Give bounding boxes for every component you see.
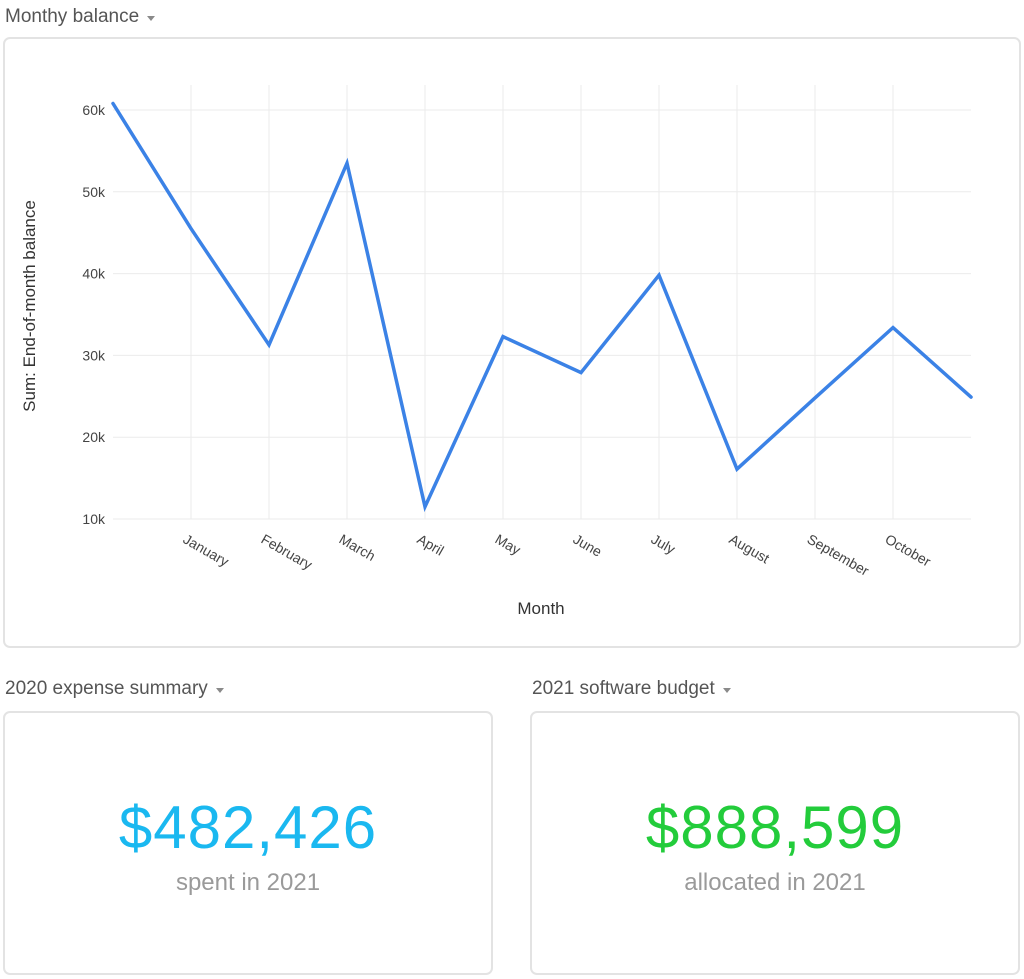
- y-tick-label: 40k: [82, 266, 106, 282]
- chart-widget-title[interactable]: Monthy balance: [5, 6, 156, 28]
- x-axis-label: Month: [517, 599, 564, 618]
- kpi2-widget-title[interactable]: 2021 software budget: [532, 678, 731, 700]
- x-tick-label: April: [415, 531, 447, 559]
- balance-series-line: [111, 101, 973, 513]
- software-budget-card: $888,599 allocated in 2021: [530, 711, 1020, 975]
- expense-summary-card: $482,426 spent in 2021: [3, 711, 493, 975]
- chevron-down-icon[interactable]: [147, 15, 156, 21]
- series-layer: [111, 101, 973, 513]
- software-budget-value: $888,599: [645, 794, 905, 861]
- kpi2-widget-title-text: 2021 software budget: [532, 678, 715, 699]
- y-tick-label: 30k: [82, 347, 106, 363]
- y-tick-label: 10k: [82, 511, 106, 527]
- line-chart: 10k 20k 30k 40k 50k 60k January February March A…: [20, 85, 973, 618]
- expense-summary-caption: spent in 2021: [175, 869, 321, 896]
- x-tick-label: January: [181, 531, 232, 570]
- x-tick-label: June: [571, 531, 605, 560]
- chevron-down-icon[interactable]: [722, 687, 731, 693]
- kpi1-widget-title-text: 2020 expense summary: [5, 678, 208, 699]
- y-tick-label: 50k: [82, 184, 106, 200]
- software-budget-caption: allocated in 2021: [684, 869, 866, 896]
- x-tick-label: August: [727, 531, 773, 567]
- x-tick-label: March: [337, 531, 379, 564]
- y-tick-label: 20k: [82, 429, 106, 445]
- x-tick-label: September: [805, 531, 873, 579]
- y-gridlines: [113, 109, 971, 520]
- y-axis-ticks: 10k 20k 30k 40k 50k 60k: [82, 102, 106, 527]
- y-tick-label: 60k: [82, 102, 106, 118]
- chevron-down-icon[interactable]: [215, 687, 224, 693]
- y-axis-label: Sum: End-of-month balance: [20, 200, 39, 412]
- x-tick-label: February: [259, 531, 316, 573]
- x-tick-label: May: [493, 531, 524, 558]
- chart-card: 10k 20k 30k 40k 50k 60k January February March A…: [3, 37, 1021, 648]
- x-tick-label: October: [883, 531, 934, 570]
- chart-widget-title-text: Monthy balance: [5, 6, 140, 27]
- kpi1-widget-title[interactable]: 2020 expense summary: [5, 678, 224, 700]
- x-tick-label: July: [649, 531, 679, 557]
- x-gridlines: [190, 85, 894, 519]
- x-axis-ticks: January February March April May June July Augu…: [181, 531, 934, 579]
- expense-summary-value: $482,426: [118, 794, 378, 861]
